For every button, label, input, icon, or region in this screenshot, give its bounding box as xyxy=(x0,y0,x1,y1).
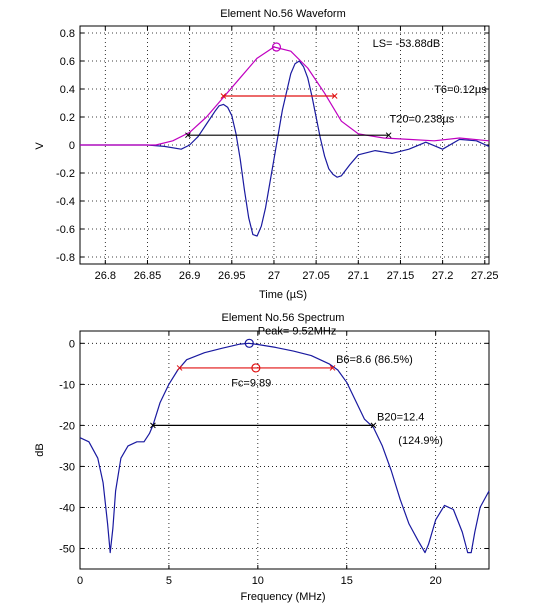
spectrum-chart: Element No.56 Spectrum 0 5 10 15 20 -50 -40 -30… xyxy=(34,312,490,603)
waveform-markers xyxy=(185,42,392,139)
x-tick-label: 0 xyxy=(77,575,83,587)
envelope-line xyxy=(80,46,490,146)
spectrum-title: Element No.56 Spectrum xyxy=(222,312,345,324)
b20-line-end-marker xyxy=(150,422,156,429)
x-tick-label: 27.15 xyxy=(387,270,415,282)
b6-line-end-marker xyxy=(329,365,336,371)
ls-annotation: LS= -53.88dB xyxy=(373,38,441,50)
x-tick-label: 5 xyxy=(166,575,172,587)
t6-annotation: T6=0.12µs xyxy=(434,84,487,96)
b6-annotation: B6=8.6 (86.5%) xyxy=(336,354,413,366)
spectrum-xlabel: Frequency (MHz) xyxy=(241,591,326,603)
waveform-title: Element No.56 Waveform xyxy=(220,8,346,20)
x-tick-label: 26.8 xyxy=(95,270,116,282)
peak-marker xyxy=(244,338,254,348)
y-tick-label: -30 xyxy=(59,461,75,473)
y-tick-label: -50 xyxy=(59,543,75,555)
y-tick-label: 0 xyxy=(69,338,75,350)
y-tick-label: -0.4 xyxy=(56,196,75,208)
waveform-grid xyxy=(80,26,489,264)
spectrum-markers xyxy=(150,338,377,429)
x-tick-label: 27.1 xyxy=(348,270,369,282)
spectrum-annotations: Peak= 9.52MHz B6=8.6 (86.5%) Fc=9.89 B20… xyxy=(231,325,443,447)
peak-annotation: Peak= 9.52MHz xyxy=(258,325,337,337)
x-tick-label: 26.85 xyxy=(134,270,162,282)
y-tick-label: 0 xyxy=(69,140,75,152)
y-tick-label: 0.8 xyxy=(60,28,75,40)
waveform-ticks: 26.8 26.85 26.9 26.95 27 27.05 27.1 27.15 27.2 27… xyxy=(56,26,499,282)
y-tick-label: 0.4 xyxy=(60,84,75,96)
x-tick-label: 27.05 xyxy=(302,270,330,282)
x-tick-label: 20 xyxy=(430,575,442,587)
b6-line-end-marker xyxy=(176,365,183,371)
spectrum-ylabel: dB xyxy=(34,443,46,456)
y-tick-label: -0.2 xyxy=(56,168,75,180)
t20-line-end-marker xyxy=(385,132,392,139)
x-tick-label: 26.95 xyxy=(218,270,246,282)
waveform-series xyxy=(80,46,490,237)
y-tick-label: 0.2 xyxy=(60,112,75,124)
b20-line-end-marker xyxy=(370,422,377,429)
waveform-line xyxy=(80,60,490,237)
y-tick-label: -0.8 xyxy=(56,252,75,264)
y-tick-label: -10 xyxy=(59,379,75,391)
y-tick-label: -0.6 xyxy=(56,224,75,236)
x-tick-label: 27 xyxy=(268,270,280,282)
t6-line-end-marker xyxy=(220,93,227,99)
x-tick-label: 26.9 xyxy=(179,270,200,282)
spectrum-plot-area xyxy=(79,330,490,570)
x-tick-label: 27.25 xyxy=(471,270,499,282)
peak-marker xyxy=(271,42,282,52)
spectrum-ticks: 0 5 10 15 20 -50 -40 -30 -20 -10 0 xyxy=(59,331,489,587)
x-tick-label: 27.2 xyxy=(432,270,453,282)
waveform-chart: Element No.56 Waveform 26.8 26.85 26.9 26.9… xyxy=(34,8,499,301)
waveform-ylabel: V xyxy=(34,142,46,150)
fc-marker xyxy=(251,363,261,373)
b20-annotation: B20=12.4 xyxy=(377,412,424,424)
x-tick-label: 10 xyxy=(252,575,264,587)
t6-line-end-marker xyxy=(331,93,338,99)
waveform-annotations: LS= -53.88dB T6=0.12µs T20=0.238µs xyxy=(373,38,488,126)
spectrum-series xyxy=(79,342,490,554)
x-tick-label: 15 xyxy=(341,575,353,587)
y-tick-label: 0.6 xyxy=(60,56,75,68)
b20-percent-annotation: (124.9%) xyxy=(398,435,443,447)
fc-annotation: Fc=9.89 xyxy=(231,377,271,389)
y-tick-label: -20 xyxy=(59,420,75,432)
t20-line-end-marker xyxy=(185,132,191,139)
y-tick-label: -40 xyxy=(59,502,75,514)
t20-annotation: T20=0.238µs xyxy=(390,114,455,126)
spectrum-line xyxy=(79,342,490,554)
waveform-xlabel: Time (µS) xyxy=(259,289,307,301)
